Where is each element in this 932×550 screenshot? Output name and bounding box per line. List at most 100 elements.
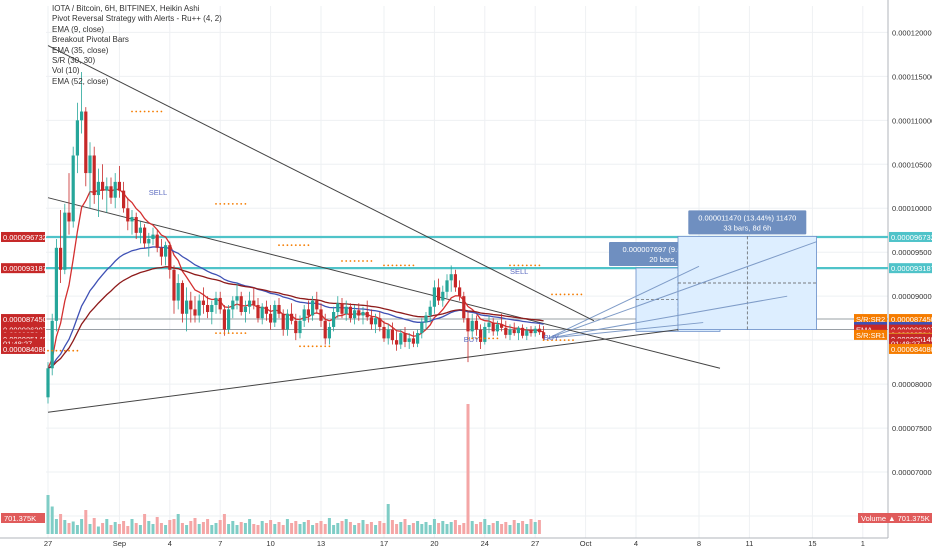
volume-bar	[80, 519, 84, 534]
candle-body	[46, 368, 50, 398]
pivot-dot	[227, 332, 230, 335]
legend-line-6: Vol (10)	[52, 66, 80, 76]
candle	[411, 331, 415, 348]
candle-body	[437, 287, 441, 301]
candle	[344, 300, 348, 321]
pivot-dot	[219, 332, 222, 335]
candle	[353, 304, 357, 325]
candle-body	[479, 329, 483, 342]
volume-bar	[54, 519, 58, 534]
pivot-dot	[555, 339, 558, 342]
volume-bar	[113, 522, 117, 534]
pivot-dot	[576, 293, 579, 296]
pivot-dot	[299, 244, 301, 247]
pivot-dot	[345, 260, 348, 262]
time-tick-label: 27	[531, 539, 539, 548]
volume-bar	[185, 525, 189, 534]
candle-body	[483, 326, 487, 342]
candle-body	[147, 239, 151, 244]
volume-bar	[332, 525, 336, 534]
candle-body	[109, 186, 113, 198]
pivot-dot	[143, 110, 146, 113]
pivot-dot	[215, 332, 217, 335]
candle-body	[151, 234, 155, 240]
volume-bar	[382, 523, 386, 534]
candle	[327, 322, 331, 345]
candle	[428, 300, 432, 323]
candle-body	[365, 312, 369, 318]
pivot-dot	[492, 337, 495, 340]
candle	[126, 197, 130, 231]
volume-bar	[529, 519, 533, 534]
candle-body	[319, 309, 323, 321]
side-tag-bg	[854, 329, 887, 340]
candle-body	[260, 306, 264, 319]
pivot-dot	[341, 260, 343, 262]
candle-body	[302, 309, 306, 321]
time-tick-label: 7	[218, 539, 222, 548]
volume-bar	[269, 520, 273, 534]
pivot-dot	[366, 260, 369, 262]
pivot-dot	[353, 260, 356, 262]
volume-tag-right-bg	[858, 513, 932, 523]
pivot-dot	[307, 345, 310, 348]
volume-bar	[462, 523, 466, 534]
pivot-dot	[467, 337, 469, 340]
volume-bar	[315, 523, 319, 534]
left-tag-bg	[1, 231, 45, 242]
volume-bar	[361, 520, 365, 534]
pivot-dot	[131, 110, 133, 113]
candle	[403, 326, 407, 348]
candle	[92, 146, 96, 204]
candle-body	[193, 309, 197, 316]
volume-bar	[353, 525, 357, 534]
volume-bar	[239, 522, 243, 534]
forecast-arrow	[547, 295, 788, 339]
volume-bar	[407, 525, 411, 534]
pivot-dot	[488, 337, 490, 340]
volume-bar	[281, 525, 285, 534]
signal-label: SELL	[510, 267, 528, 276]
candle-body	[172, 269, 176, 301]
pivot-dot	[227, 202, 230, 205]
candle	[483, 322, 487, 345]
candle	[273, 300, 277, 327]
volume-bar	[50, 506, 54, 534]
candles	[46, 71, 546, 404]
pivot-dot	[156, 110, 159, 113]
candle-body	[277, 304, 281, 314]
price-tag-bg	[889, 231, 932, 242]
pivot-dot	[567, 293, 570, 296]
volume-bar	[105, 519, 109, 534]
candle	[382, 320, 386, 342]
pivot-dot	[278, 244, 280, 247]
time-tick-label: 20	[430, 539, 438, 548]
pivot-dot	[408, 264, 411, 267]
pivot-dot	[357, 260, 360, 262]
volume-bar	[126, 526, 130, 534]
candle-body	[71, 155, 75, 222]
left-tag-bg	[1, 263, 45, 274]
candle-body	[521, 327, 525, 336]
trendline	[47, 329, 679, 413]
candle	[432, 280, 436, 314]
candle-body	[340, 303, 344, 314]
volume-bar	[445, 524, 449, 534]
legend-line-1: Pivot Reversal Strategy with Alerts - Ru…	[52, 14, 222, 24]
candle	[386, 324, 390, 345]
candle-body	[424, 315, 428, 323]
pivot-dot	[412, 264, 415, 267]
candle	[143, 224, 147, 248]
candle-body	[374, 318, 378, 325]
side-tag-bg	[854, 324, 887, 335]
price-tag: 0.000084080	[891, 345, 932, 354]
candle	[218, 291, 222, 314]
price-tag-bg	[889, 343, 932, 354]
volume-bar	[500, 524, 504, 534]
volume-bar	[147, 521, 151, 534]
time-tick-label: 15	[808, 539, 816, 548]
candle-body	[378, 318, 382, 327]
volume-bar	[386, 504, 390, 534]
candle-body	[239, 296, 243, 313]
